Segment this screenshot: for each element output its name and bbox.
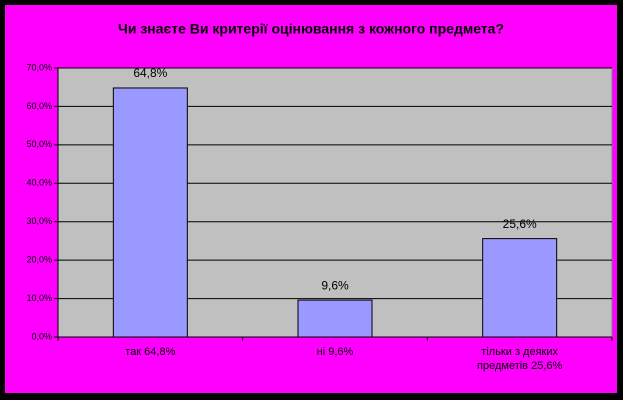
y-tick-label: 0,0%: [31, 331, 52, 341]
chart-title: Чи знаєте Ви критерії оцінювання з кожно…: [118, 21, 504, 37]
bar: [112, 87, 188, 338]
x-tick-label-box: ні 9,6%: [316, 346, 354, 358]
y-tick-label: 10,0%: [26, 293, 52, 303]
y-tick-label: 60,0%: [26, 101, 52, 111]
data-label: 25,6%: [503, 217, 537, 231]
data-label: 9,6%: [321, 278, 349, 292]
y-tick-label: 30,0%: [26, 216, 52, 226]
bar: [297, 299, 373, 338]
y-tick-label: 70,0%: [26, 62, 52, 72]
bar: [482, 238, 558, 338]
data-label: 64,8%: [133, 66, 167, 80]
y-tick-label: 50,0%: [26, 139, 52, 149]
x-tick-label: тільки з деяких предметів 25,6%: [477, 346, 563, 372]
y-tick-label: 20,0%: [26, 255, 52, 265]
x-tick-label: так 64,8%: [125, 346, 176, 358]
x-tick-label: ні 9,6%: [316, 346, 354, 358]
y-tick-label: 40,0%: [26, 178, 52, 188]
x-tick-label-box: так 64,8%: [125, 346, 176, 358]
x-tick-label-box: тільки з деяких предметів 25,6%: [477, 346, 563, 372]
